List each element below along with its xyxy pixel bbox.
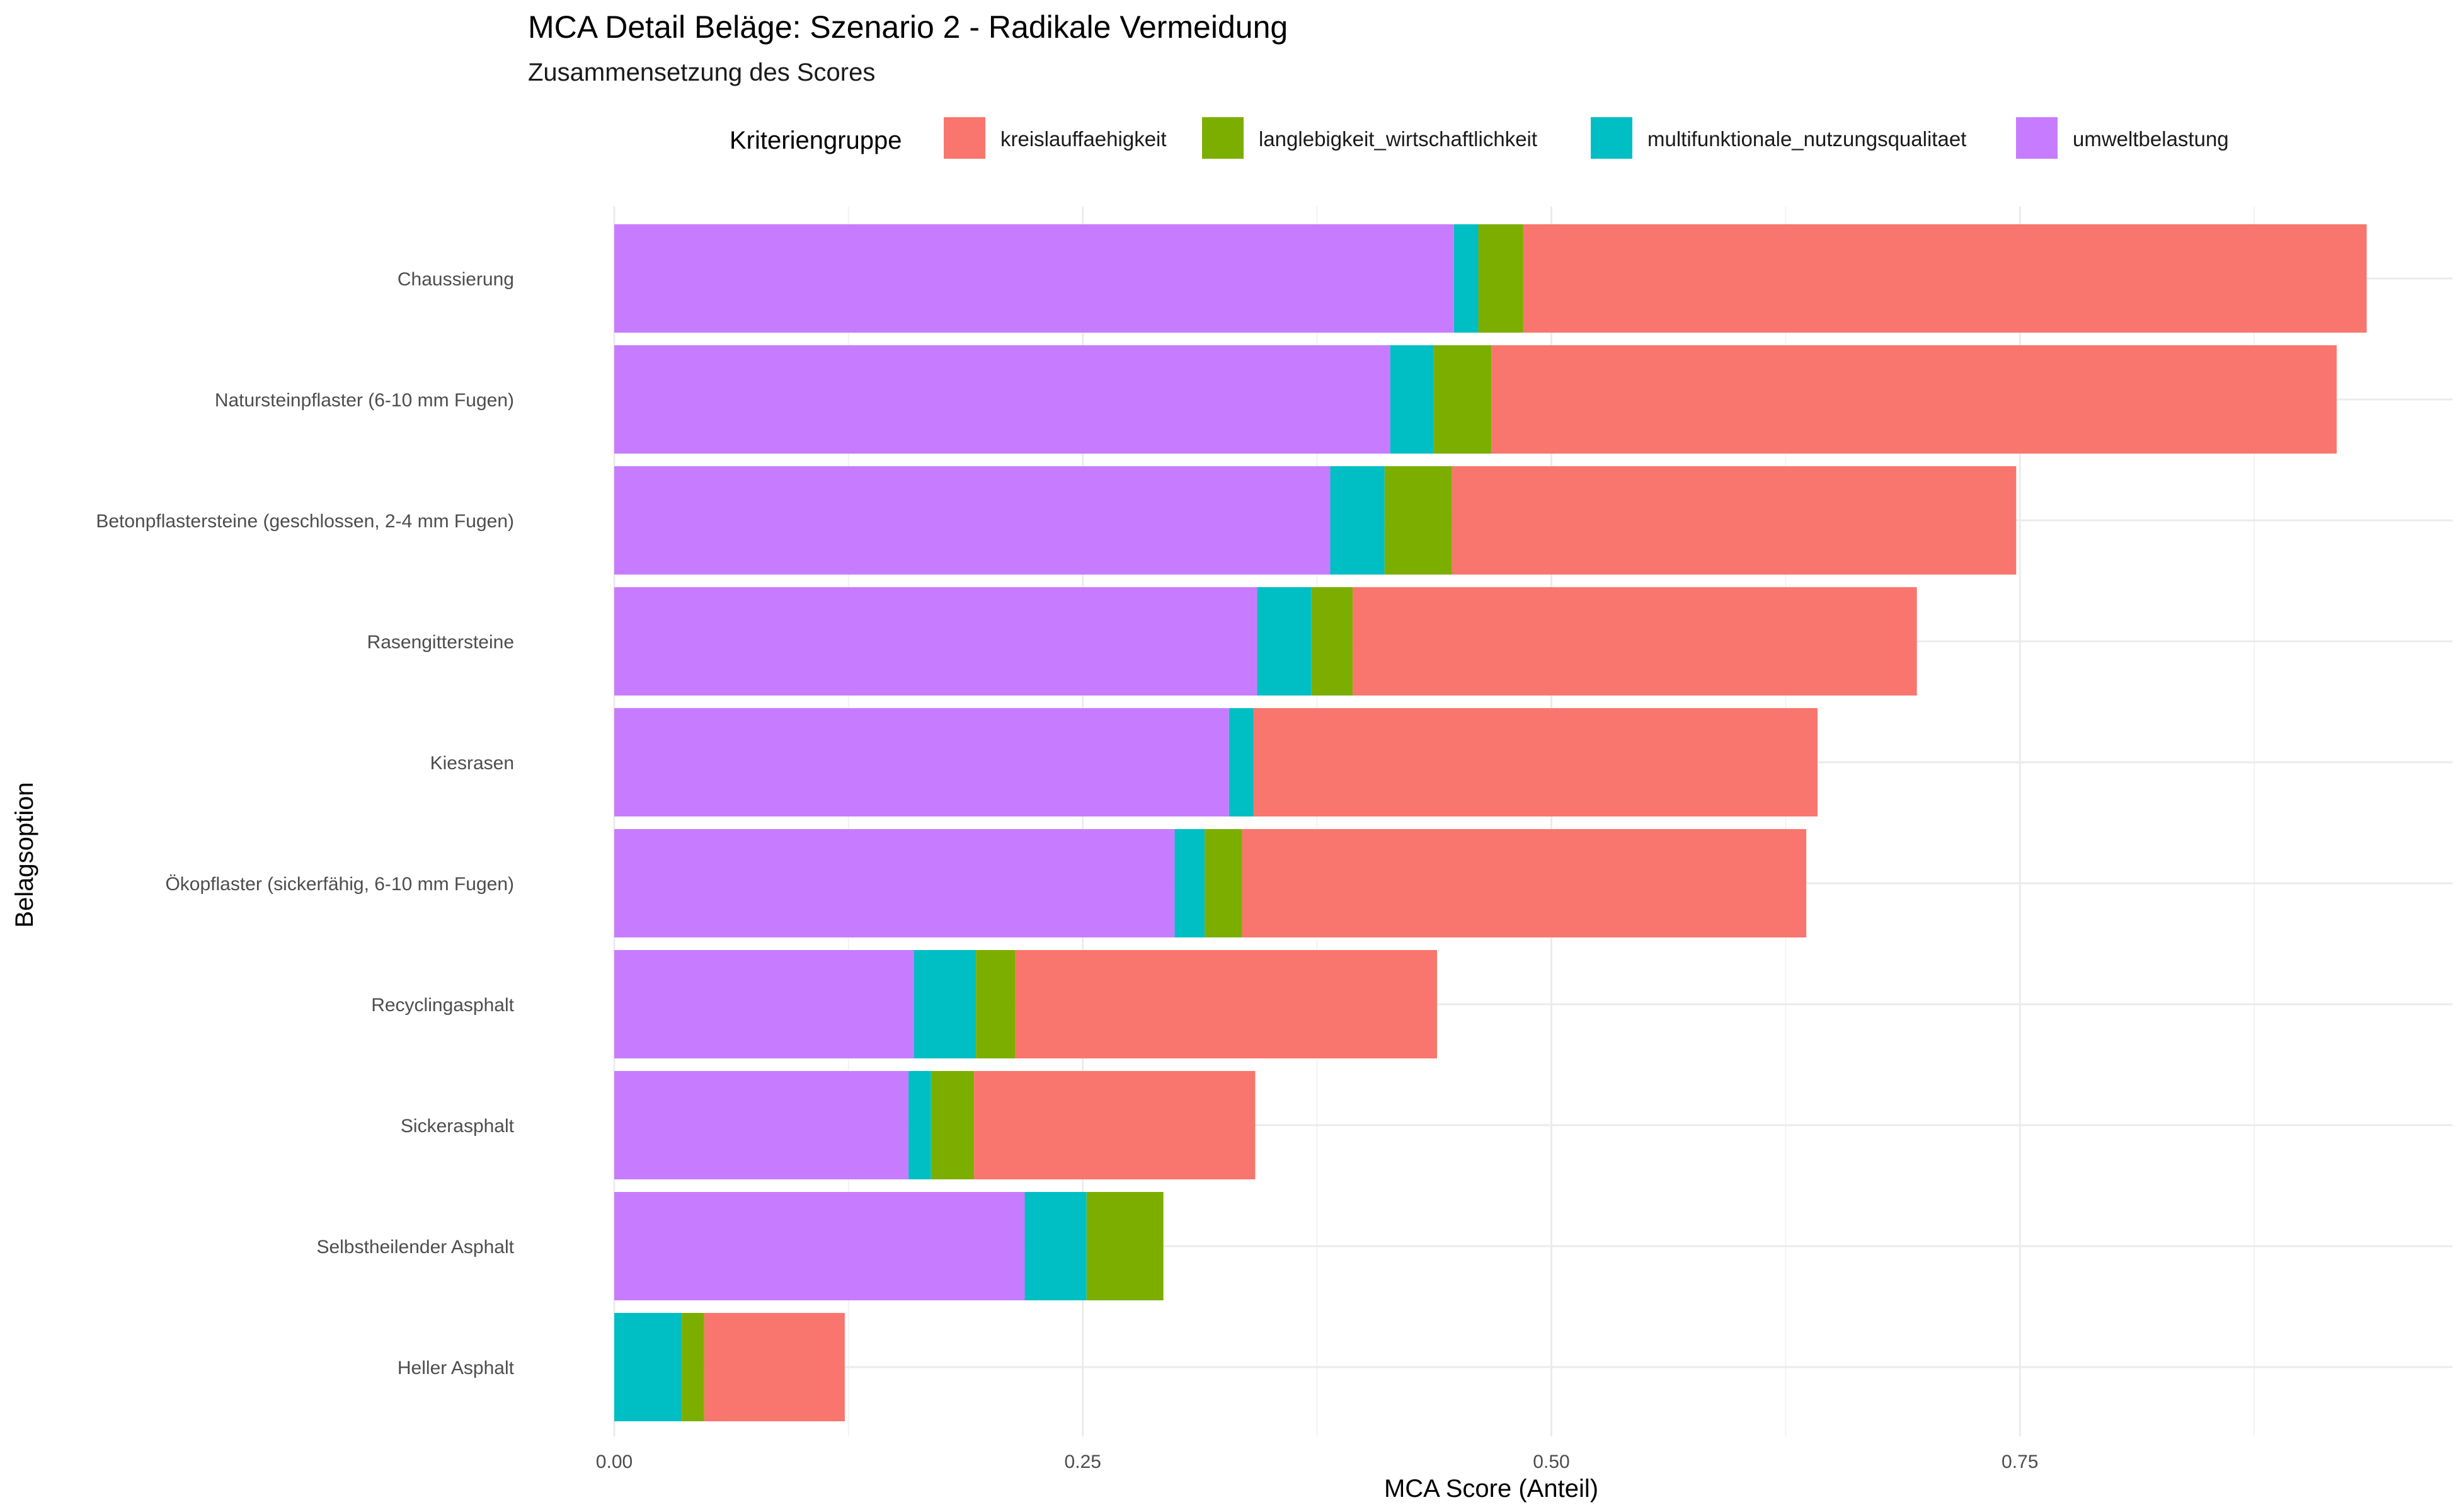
bar-segment-multifunktionale_nutzungsqualitaet bbox=[908, 1071, 931, 1179]
y-tick-label: Natursteinpflaster (6-10 mm Fugen) bbox=[215, 390, 514, 411]
bar-segment-langlebigkeit_wirtschaftlichkeit bbox=[1433, 345, 1492, 454]
legend-label-umweltbelastung: umweltbelastung bbox=[2073, 127, 2229, 151]
bar-segment-langlebigkeit_wirtschaftlichkeit bbox=[1478, 224, 1523, 333]
legend-title: Kriteriengruppe bbox=[730, 127, 902, 154]
legend-key-langlebigkeit_wirtschaftlichkeit bbox=[1202, 117, 1244, 159]
x-tick-label: 0.00 bbox=[596, 1452, 633, 1472]
legend-key-multifunktionale_nutzungsqualitaet bbox=[1591, 117, 1632, 159]
bar-segment-umweltbelastung bbox=[614, 466, 1331, 575]
legend-label-multifunktionale_nutzungsqualitaet: multifunktionale_nutzungsqualitaet bbox=[1647, 127, 1966, 151]
chart-title: MCA Detail Beläge: Szenario 2 - Radikale… bbox=[528, 9, 1288, 45]
legend-label-langlebigkeit_wirtschaftlichkeit: langlebigkeit_wirtschaftlichkeit bbox=[1259, 127, 1537, 151]
y-tick-label: Selbstheilender Asphalt bbox=[316, 1237, 514, 1257]
y-tick-label: Chaussierung bbox=[398, 269, 514, 290]
bar-segment-langlebigkeit_wirtschaftlichkeit bbox=[1086, 1192, 1164, 1300]
bar-segment-langlebigkeit_wirtschaftlichkeit bbox=[1205, 829, 1242, 937]
x-axis-ticks: 0.00 0.25 0.50 0.75 bbox=[596, 1452, 2039, 1472]
bars bbox=[614, 224, 2367, 1421]
bar-segment-langlebigkeit_wirtschaftlichkeit bbox=[1384, 466, 1452, 575]
x-tick-label: 0.25 bbox=[1065, 1452, 1101, 1472]
bar-segment-umweltbelastung bbox=[614, 708, 1229, 816]
chart-subtitle: Zusammensetzung des Scores bbox=[528, 59, 875, 86]
bar-segment-langlebigkeit_wirtschaftlichkeit bbox=[682, 1313, 704, 1421]
bar-segment-multifunktionale_nutzungsqualitaet bbox=[1257, 587, 1312, 696]
y-tick-label: Betonpflastersteine (geschlossen, 2-4 mm… bbox=[96, 511, 514, 532]
legend-key-umweltbelastung bbox=[2016, 117, 2058, 159]
bar-segment-umweltbelastung bbox=[614, 224, 1454, 333]
bar-segment-umweltbelastung bbox=[614, 829, 1175, 937]
bar-segment-multifunktionale_nutzungsqualitaet bbox=[914, 950, 976, 1058]
bar-segment-multifunktionale_nutzungsqualitaet bbox=[1330, 466, 1385, 575]
bar-segment-kreislauffaehigkeit bbox=[1253, 708, 1818, 816]
bar-segment-kreislauffaehigkeit bbox=[1353, 587, 1917, 696]
bar-segment-langlebigkeit_wirtschaftlichkeit bbox=[1311, 587, 1353, 696]
bar-segment-umweltbelastung bbox=[614, 1192, 1025, 1300]
bar-segment-umweltbelastung bbox=[614, 1071, 909, 1179]
bar-segment-kreislauffaehigkeit bbox=[1523, 224, 2367, 333]
y-tick-label: Kiesrasen bbox=[430, 753, 514, 774]
bar-segment-kreislauffaehigkeit bbox=[1015, 950, 1438, 1058]
y-tick-label: Recyclingasphalt bbox=[371, 995, 514, 1016]
bar-segment-multifunktionale_nutzungsqualitaet bbox=[614, 1313, 682, 1421]
legend: Kriteriengruppe kreislauffaehigkeit langl… bbox=[730, 117, 2229, 159]
x-tick-label: 0.50 bbox=[1533, 1452, 1569, 1472]
legend-key-kreislauffaehigkeit bbox=[944, 117, 985, 159]
y-axis-ticks: Chaussierung Natursteinpflaster (6-10 mm … bbox=[96, 269, 514, 1378]
bar-segment-kreislauffaehigkeit bbox=[704, 1313, 845, 1421]
x-tick-label: 0.75 bbox=[2002, 1452, 2038, 1472]
bar-segment-umweltbelastung bbox=[614, 345, 1390, 454]
bar-segment-multifunktionale_nutzungsqualitaet bbox=[1024, 1192, 1087, 1300]
bar-segment-multifunktionale_nutzungsqualitaet bbox=[1453, 224, 1479, 333]
bar-segment-kreislauffaehigkeit bbox=[1491, 345, 2337, 454]
bar-segment-langlebigkeit_wirtschaftlichkeit bbox=[976, 950, 1016, 1058]
y-axis-title: Belagsoption bbox=[11, 782, 38, 927]
bar-segment-multifunktionale_nutzungsqualitaet bbox=[1390, 345, 1434, 454]
bar-segment-multifunktionale_nutzungsqualitaet bbox=[1228, 708, 1254, 816]
y-tick-label: Heller Asphalt bbox=[398, 1358, 515, 1378]
bar-segment-umweltbelastung bbox=[614, 950, 914, 1058]
bar-segment-kreislauffaehigkeit bbox=[1452, 466, 2017, 575]
bar-segment-kreislauffaehigkeit bbox=[974, 1071, 1256, 1179]
legend-label-kreislauffaehigkeit: kreislauffaehigkeit bbox=[1000, 127, 1167, 151]
y-tick-label: Sickerasphalt bbox=[401, 1116, 515, 1137]
bar-segment-multifunktionale_nutzungsqualitaet bbox=[1174, 829, 1205, 937]
bar-segment-umweltbelastung bbox=[614, 587, 1257, 696]
y-tick-label: Ökopflaster (sickerfähig, 6-10 mm Fugen) bbox=[165, 874, 514, 895]
bar-segment-kreislauffaehigkeit bbox=[1242, 829, 1807, 937]
bar-segment-langlebigkeit_wirtschaftlichkeit bbox=[931, 1071, 975, 1179]
y-tick-label: Rasengittersteine bbox=[367, 632, 514, 653]
x-axis-title: MCA Score (Anteil) bbox=[1384, 1475, 1598, 1503]
